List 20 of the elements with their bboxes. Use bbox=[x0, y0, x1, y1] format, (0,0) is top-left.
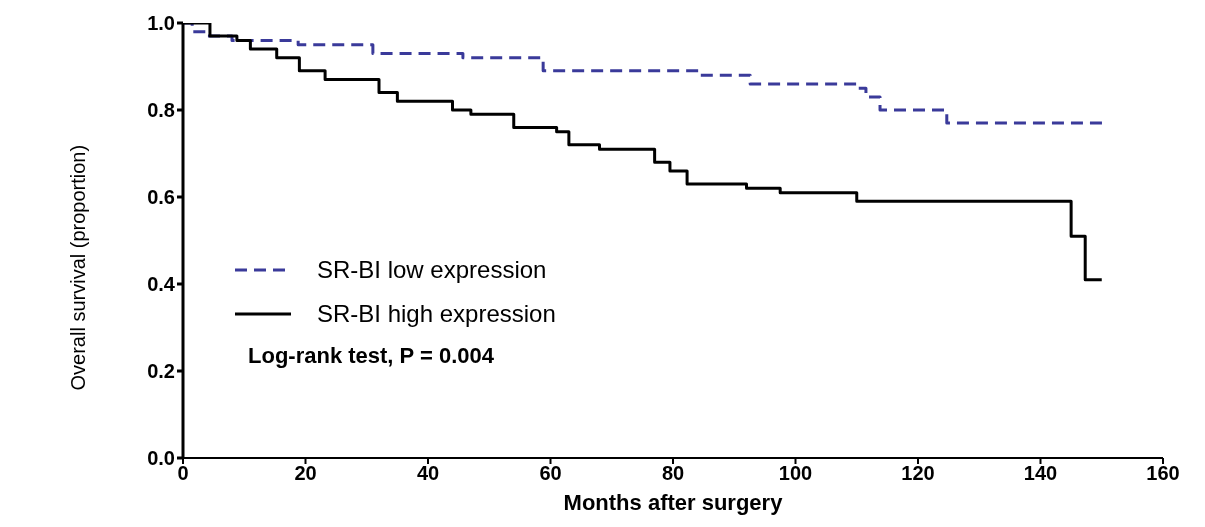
y-tick-label: 0.6 bbox=[147, 186, 175, 209]
legend-label: SR-BI high expression bbox=[317, 300, 556, 328]
y-tick-label: 1.0 bbox=[147, 12, 175, 35]
y-tick-label: 0.8 bbox=[147, 99, 175, 122]
x-tick-label: 160 bbox=[1146, 462, 1180, 485]
x-tick-label: 60 bbox=[539, 462, 562, 485]
x-tick-label: 120 bbox=[901, 462, 935, 485]
x-tick-label: 140 bbox=[1023, 462, 1058, 485]
annotation: Log-rank test, P = 0.004 bbox=[248, 343, 494, 369]
y-tick-label: 0.0 bbox=[147, 447, 175, 470]
x-tick-label: 40 bbox=[416, 462, 440, 485]
x-tick-label: 0 bbox=[177, 462, 189, 485]
x-tick-label: 80 bbox=[661, 462, 685, 485]
y-axis-title: Overall survival (proportion) bbox=[67, 144, 90, 391]
y-tick-label: 0.2 bbox=[147, 360, 175, 383]
x-axis-title: Months after surgery bbox=[563, 490, 784, 515]
x-tick-label: 20 bbox=[294, 462, 317, 485]
legend-label: SR-BI low expression bbox=[317, 256, 547, 284]
y-tick-label: 0.4 bbox=[147, 273, 176, 296]
x-tick-label: 100 bbox=[778, 462, 813, 485]
